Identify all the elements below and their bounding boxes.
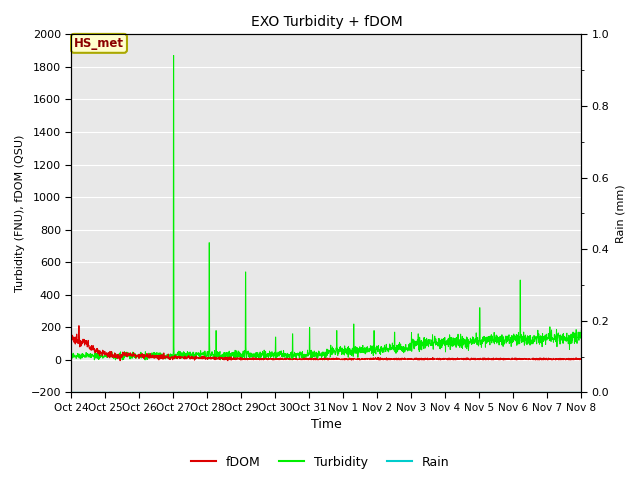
Turbidity (547, 337, 555, 343)
fDOM (75, 323, 83, 329)
Turbidity (353, 344, 360, 350)
fDOM (353, 356, 360, 362)
Turbidity (90, 357, 98, 363)
Y-axis label: Rain (mm): Rain (mm) (615, 184, 625, 243)
Turbidity (533, 341, 541, 347)
Turbidity (211, 351, 218, 357)
Turbidity (341, 349, 349, 355)
fDOM (68, 336, 76, 342)
Legend: fDOM, Turbidity, Rain: fDOM, Turbidity, Rain (186, 451, 454, 474)
Turbidity (475, 343, 483, 349)
Rain (577, 390, 585, 396)
Title: EXO Turbidity + fDOM: EXO Turbidity + fDOM (250, 15, 403, 29)
Rain (68, 390, 76, 396)
Rain (210, 390, 218, 396)
Line: Turbidity: Turbidity (72, 56, 581, 360)
Turbidity (68, 352, 76, 358)
fDOM (475, 356, 483, 362)
Rain (341, 390, 349, 396)
Rain (532, 390, 540, 396)
Turbidity (577, 327, 585, 333)
fDOM (533, 355, 541, 361)
fDOM (211, 356, 218, 362)
fDOM (116, 358, 124, 363)
Line: fDOM: fDOM (72, 326, 581, 360)
fDOM (577, 357, 585, 362)
Turbidity (170, 53, 177, 59)
Y-axis label: Turbidity (FNU), fDOM (QSU): Turbidity (FNU), fDOM (QSU) (15, 135, 25, 292)
Rain (352, 390, 360, 396)
Rain (547, 390, 554, 396)
X-axis label: Time: Time (311, 419, 342, 432)
Rain (474, 390, 482, 396)
fDOM (341, 356, 349, 361)
Text: HS_met: HS_met (74, 37, 124, 50)
fDOM (547, 357, 555, 362)
